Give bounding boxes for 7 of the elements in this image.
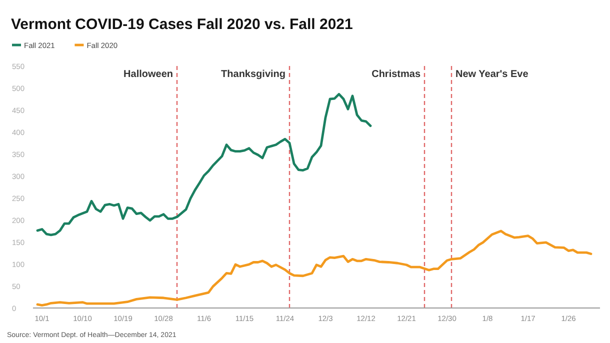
ref-line-label: Halloween: [124, 69, 173, 80]
ref-line-label: Thanksgiving: [221, 69, 286, 80]
chart-title: Vermont COVID-19 Cases Fall 2020 vs. Fall 2021: [11, 16, 353, 33]
line-series: [36, 230, 592, 307]
ref-line-label: Christmas: [372, 69, 421, 80]
line-series: [36, 92, 372, 236]
ref-line-label: New Year's Eve: [456, 69, 529, 80]
